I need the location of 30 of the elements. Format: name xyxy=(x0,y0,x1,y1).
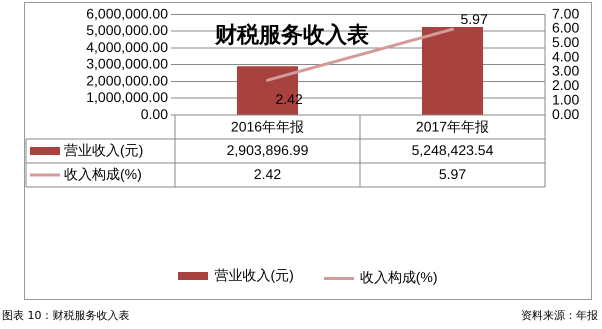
y2-tick-label: 1.00 xyxy=(552,91,580,108)
y-tick-label: 3,000,000.00 xyxy=(86,56,168,72)
y2-tick-label: 0.00 xyxy=(552,106,580,122)
data-label: 5.97 xyxy=(438,166,466,182)
legend-label: 收入构成(%) xyxy=(64,166,142,182)
y2-tick-label: 3.00 xyxy=(552,62,580,79)
y2-tick-label: 7.00 xyxy=(552,5,580,22)
y-tick-label: 5,000,000.00 xyxy=(86,22,168,38)
text: 营业收入(元) xyxy=(214,266,294,282)
text: 图表 10：财税服务收入表 xyxy=(2,308,130,323)
x-tick-label: 2017年年报 xyxy=(416,118,490,134)
y2-tick-label: 5.00 xyxy=(552,34,580,50)
data-label: 2,903,896.99 xyxy=(226,142,309,158)
text: 资料来源：年报 xyxy=(521,308,598,323)
y-tick-label: 6,000,000.00 xyxy=(86,5,168,22)
y2-tick-label: 6.00 xyxy=(552,20,580,36)
data-label: 2.42 xyxy=(254,166,282,182)
x-tick-label: 2016年年报 xyxy=(230,118,304,134)
y-tick-label: 2,000,000.00 xyxy=(86,72,168,88)
chart-title: 财税服务收入表 xyxy=(214,22,369,48)
y-tick-label: 1,000,000.00 xyxy=(86,89,168,106)
y-tick-label: 4,000,000.00 xyxy=(86,38,168,55)
text: 5.97 xyxy=(460,11,488,28)
y2-tick-label: 4.00 xyxy=(552,48,580,64)
text: 2.42 xyxy=(276,91,303,108)
text: 收入构成(%) xyxy=(360,269,438,285)
y2-tick-label: 2.00 xyxy=(552,77,580,94)
y-tick-label: 0.00 xyxy=(140,106,168,122)
data-label: 5,248,423.54 xyxy=(412,142,494,158)
legend-label: 营业收入(元) xyxy=(64,142,144,158)
